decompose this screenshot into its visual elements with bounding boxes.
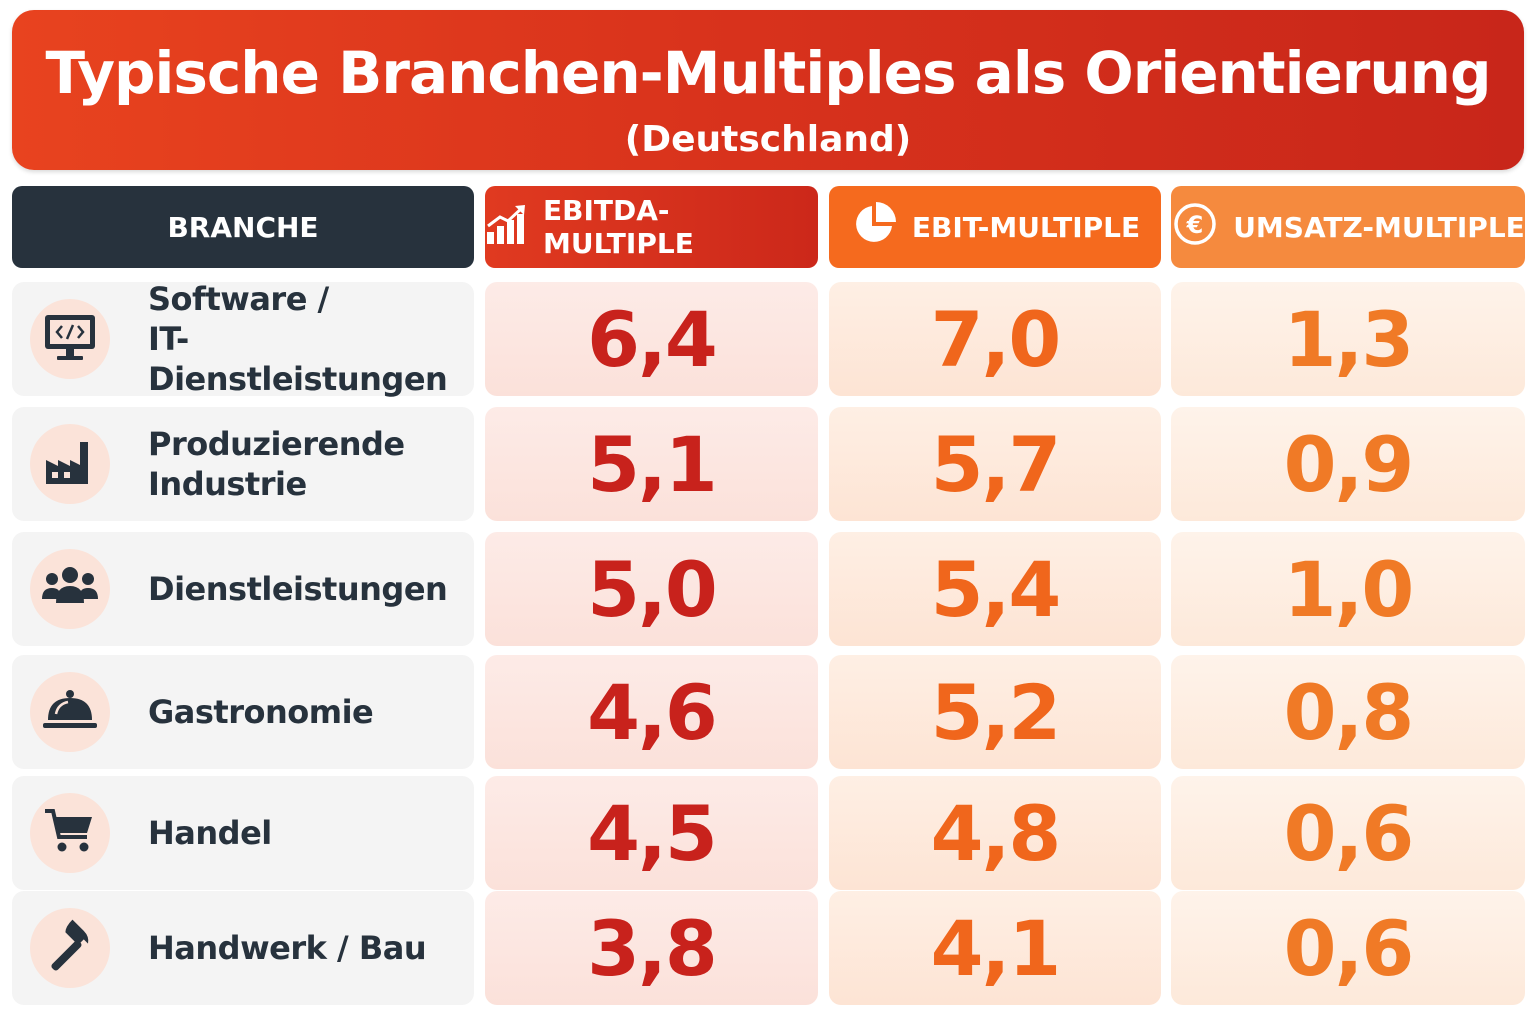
page-subtitle: (Deutschland) — [624, 119, 912, 160]
branche-label-line1: Handel — [148, 814, 272, 852]
ebitda-value: 4,6 — [587, 667, 718, 757]
branche-label-line1: Software / — [148, 280, 329, 318]
ebit-cell: 7,0 — [829, 282, 1161, 396]
umsatz-value: 1,3 — [1283, 294, 1415, 384]
branche-label: Dienstleistungen — [148, 532, 448, 646]
header-ebit: EBIT-MULTIPLE — [829, 186, 1161, 268]
bar-chart-growth-icon — [485, 202, 529, 253]
header-branche: BRANCHE — [12, 186, 474, 268]
pie-chart-icon — [850, 200, 898, 255]
umsatz-value: 0,6 — [1283, 903, 1415, 993]
icon-circle — [30, 424, 110, 504]
ebit-value: 5,2 — [930, 667, 1062, 757]
umsatz-value: 0,6 — [1283, 788, 1415, 878]
branche-label-line1: Dienstleistungen — [148, 570, 448, 608]
shopping-cart-icon — [42, 803, 98, 863]
header-ebit-label: EBIT-MULTIPLE — [911, 210, 1141, 244]
branche-label: Produzierende Industrie — [148, 407, 405, 521]
icon-circle — [30, 908, 110, 988]
branche-cell: Dienstleistungen — [12, 532, 474, 646]
ebit-value: 5,4 — [930, 544, 1062, 634]
ebitda-cell: 3,8 — [485, 891, 818, 1005]
title-banner: Typische Branchen-Multiples als Orientie… — [12, 10, 1524, 170]
header-umsatz: € UMSATZ-MULTIPLE — [1171, 186, 1525, 268]
euro-coin-icon: € — [1171, 200, 1219, 255]
header-ebitda-label: EBITDA-MULTIPLE — [543, 194, 694, 260]
ebit-cell: 5,7 — [829, 407, 1161, 521]
ebitda-value: 5,0 — [587, 544, 718, 634]
umsatz-cell: 1,3 — [1171, 282, 1525, 396]
ebitda-cell: 4,6 — [485, 655, 818, 769]
icon-circle — [30, 793, 110, 873]
ebit-value: 7,0 — [930, 294, 1062, 384]
branche-cell: Handwerk / Bau — [12, 891, 474, 1005]
ebitda-cell: 5,0 — [485, 532, 818, 646]
umsatz-value: 1,0 — [1283, 544, 1415, 634]
header-branche-label: BRANCHE — [167, 210, 319, 244]
table-row: Produzierende Industrie 5,1 5,7 0,9 — [0, 407, 1536, 521]
branche-cell: Software / IT-Dienstleistungen — [12, 280, 474, 398]
branche-cell: Produzierende Industrie — [12, 407, 474, 521]
ebitda-cell: 4,5 — [485, 776, 818, 890]
branche-label-line1: Handwerk / Bau — [148, 929, 427, 967]
ebit-cell: 5,4 — [829, 532, 1161, 646]
svg-text:€: € — [1186, 211, 1204, 239]
ebitda-value: 3,8 — [587, 903, 718, 993]
branche-label: Gastronomie — [148, 655, 374, 769]
branche-label: Handwerk / Bau — [148, 891, 427, 1005]
ebit-value: 5,7 — [930, 419, 1062, 509]
umsatz-value: 0,8 — [1283, 667, 1415, 757]
serving-cloche-icon — [40, 682, 100, 742]
factory-icon — [42, 434, 98, 494]
umsatz-cell: 0,9 — [1171, 407, 1525, 521]
table-row: Gastronomie 4,6 5,2 0,8 — [0, 655, 1536, 769]
umsatz-cell: 0,8 — [1171, 655, 1525, 769]
monitor-code-icon — [42, 309, 98, 369]
umsatz-value: 0,9 — [1283, 419, 1415, 509]
ebitda-value: 6,4 — [587, 294, 718, 384]
table-row: Handel 4,5 4,8 0,6 — [0, 776, 1536, 890]
ebitda-cell: 5,1 — [485, 407, 818, 521]
ebit-value: 4,1 — [930, 903, 1062, 993]
branche-label: Handel — [148, 776, 272, 890]
ebit-cell: 4,8 — [829, 776, 1161, 890]
umsatz-cell: 1,0 — [1171, 532, 1525, 646]
branche-label: Software / IT-Dienstleistungen — [148, 280, 474, 398]
ebit-value: 4,8 — [930, 788, 1062, 878]
branche-cell: Gastronomie — [12, 655, 474, 769]
icon-circle — [30, 299, 110, 379]
branche-label-line2: IT-Dienstleistungen — [148, 320, 448, 398]
branche-cell: Handel — [12, 776, 474, 890]
icon-circle — [30, 549, 110, 629]
header-umsatz-label: UMSATZ-MULTIPLE — [1233, 210, 1525, 244]
ebitda-value: 4,5 — [587, 788, 718, 878]
page-title: Typische Branchen-Multiples als Orientie… — [45, 39, 1492, 107]
ebitda-cell: 6,4 — [485, 282, 818, 396]
header-ebitda: EBITDA-MULTIPLE — [485, 186, 818, 268]
table-row: Handwerk / Bau 3,8 4,1 0,6 — [0, 891, 1536, 1005]
branche-label-line2: Industrie — [148, 465, 307, 503]
icon-circle — [30, 672, 110, 752]
ebit-cell: 5,2 — [829, 655, 1161, 769]
ebitda-value: 5,1 — [587, 419, 718, 509]
hammer-icon — [42, 918, 98, 978]
table-row: Software / IT-Dienstleistungen 6,4 7,0 1… — [0, 280, 1536, 398]
branche-label-line1: Produzierende — [148, 425, 405, 463]
ebit-cell: 4,1 — [829, 891, 1161, 1005]
umsatz-cell: 0,6 — [1171, 776, 1525, 890]
umsatz-cell: 0,6 — [1171, 891, 1525, 1005]
branche-label-line1: Gastronomie — [148, 693, 374, 731]
table-row: Dienstleistungen 5,0 5,4 1,0 — [0, 532, 1536, 646]
people-group-icon — [40, 559, 100, 619]
